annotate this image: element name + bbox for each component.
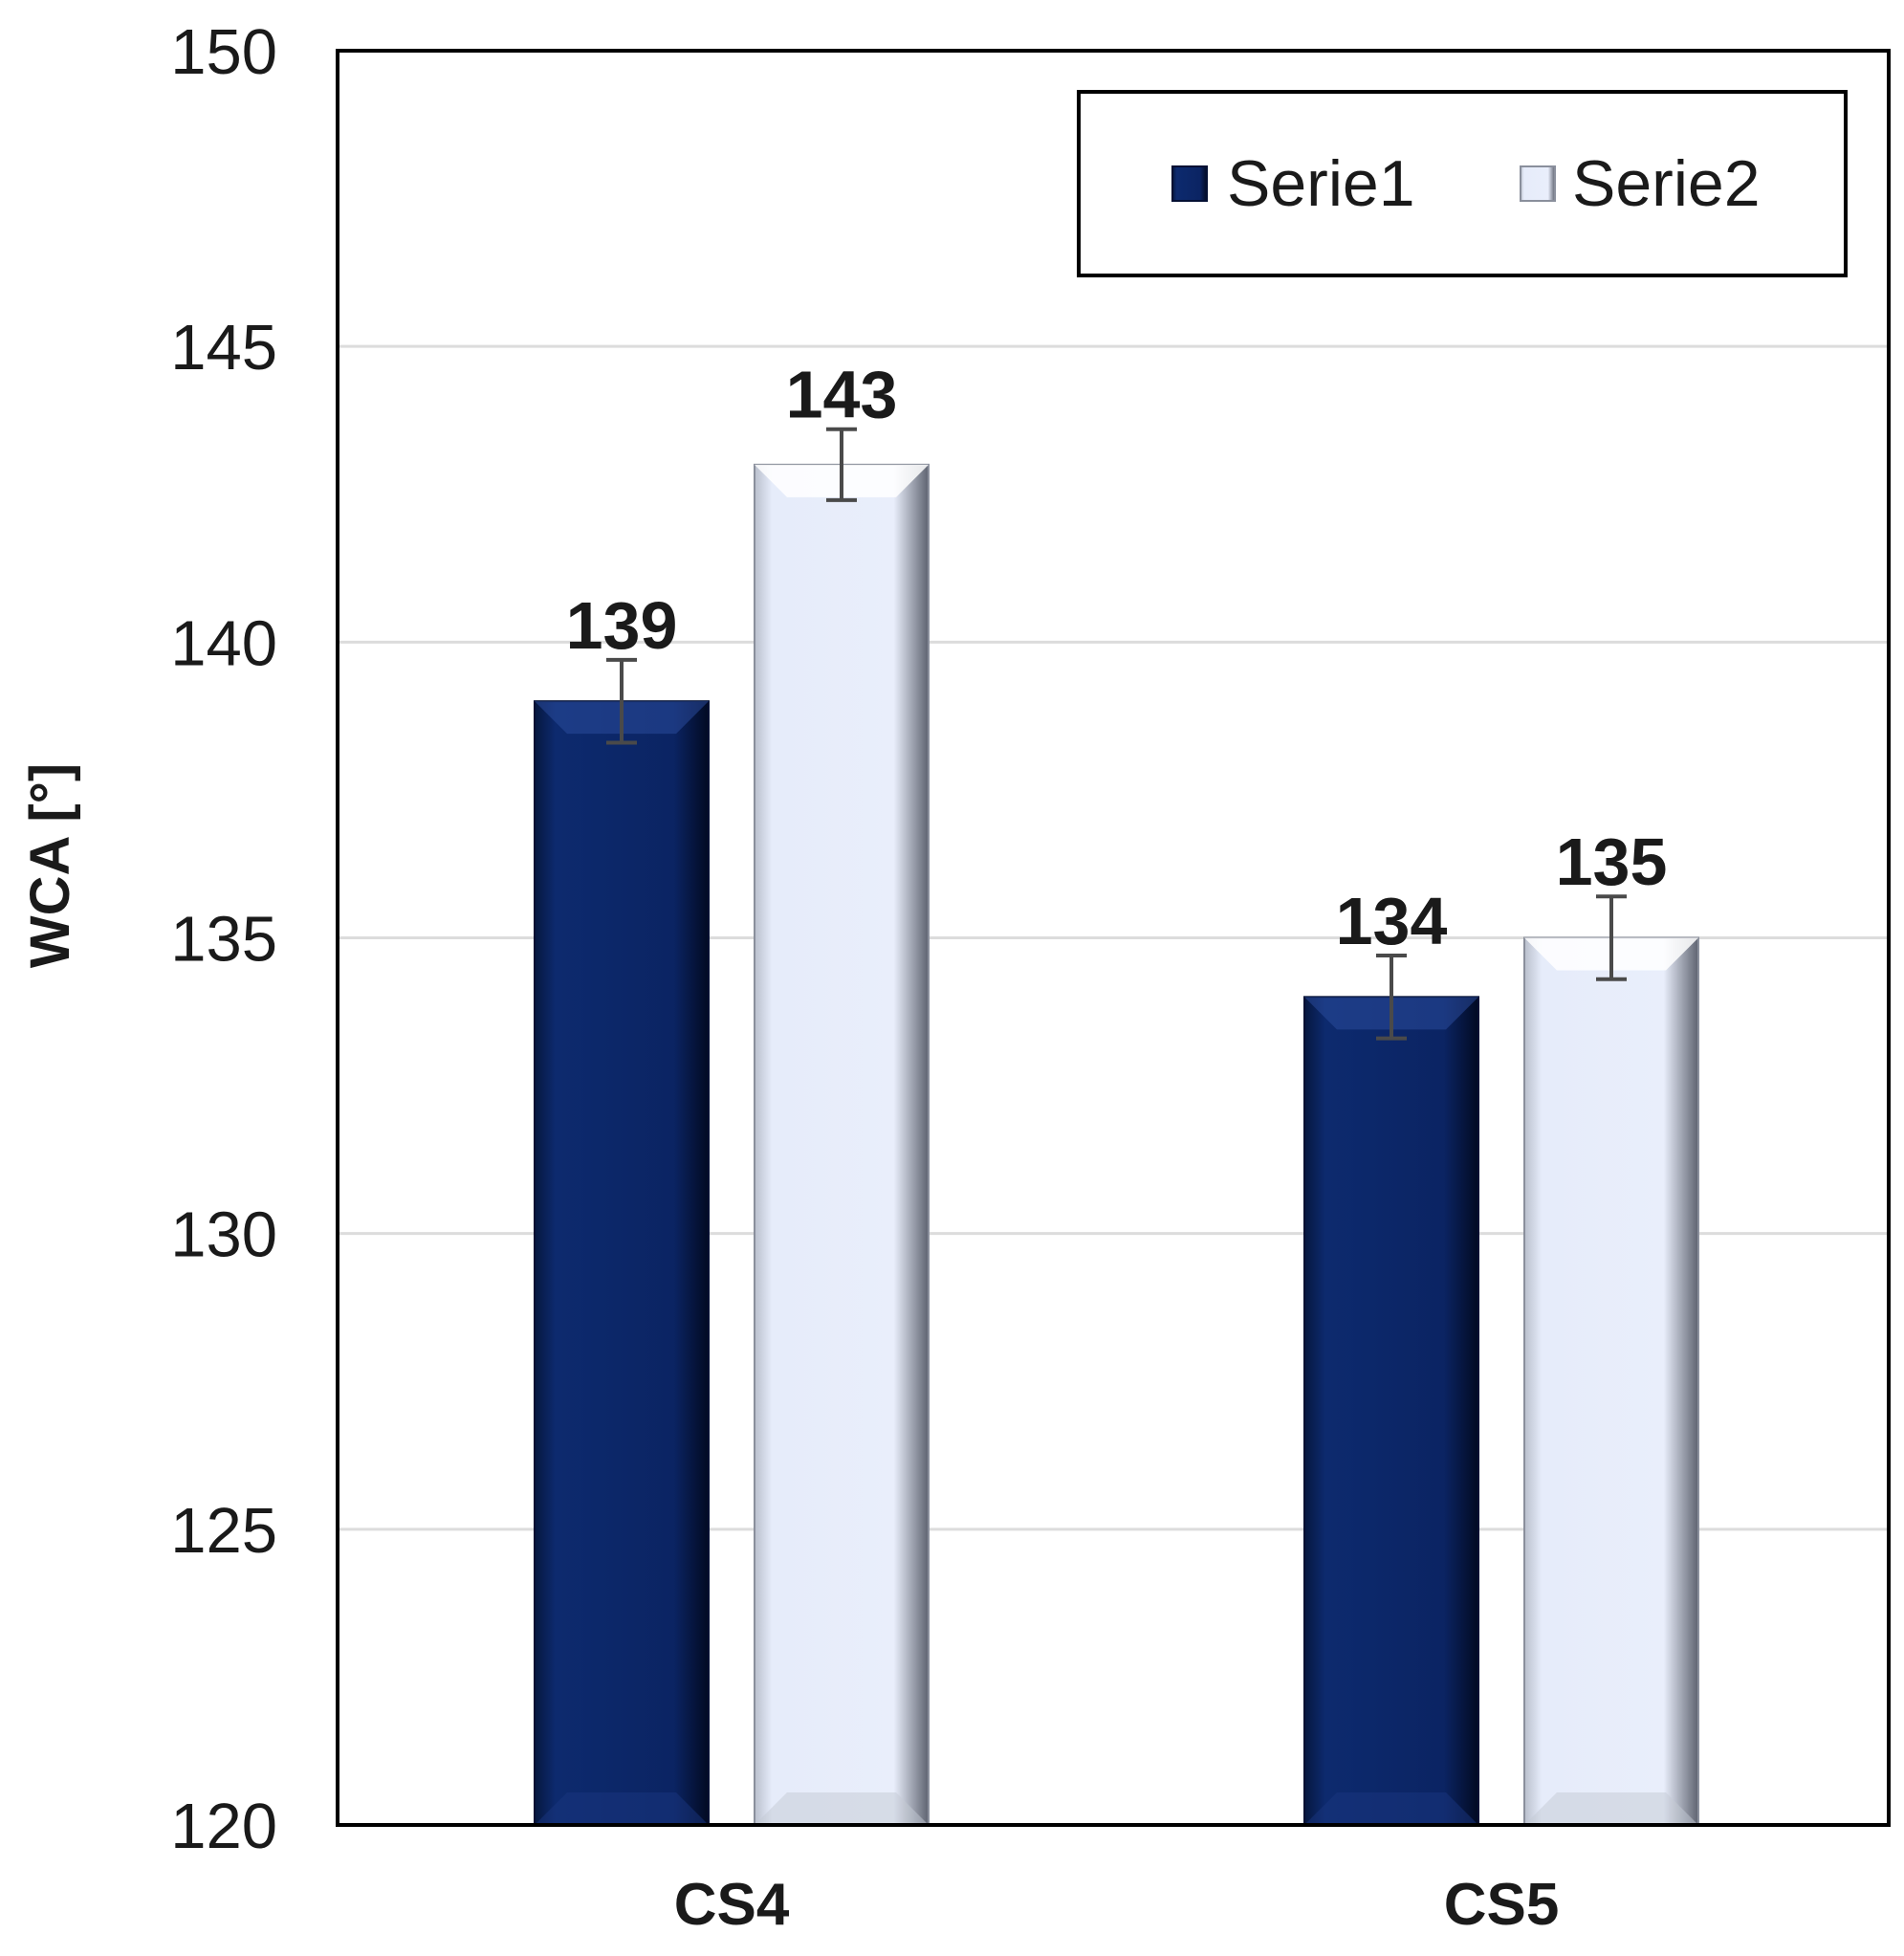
bar-bevel-bottom bbox=[755, 1792, 929, 1825]
data-label: 134 bbox=[1336, 884, 1448, 958]
legend-swatch bbox=[1520, 165, 1556, 202]
data-labels-layer: 139 134 143 135 bbox=[566, 358, 1668, 958]
y-axis-title: WCA [°] bbox=[19, 763, 81, 968]
legend: Serie1 Serie2 bbox=[1077, 90, 1848, 277]
bar-bevel-bottom bbox=[1524, 1792, 1698, 1825]
bars-layer bbox=[534, 463, 1699, 1827]
legend-label: Serie2 bbox=[1572, 147, 1761, 220]
y-tick-label: 150 bbox=[170, 16, 277, 88]
plot-frame bbox=[336, 49, 1891, 1827]
data-label: 135 bbox=[1556, 824, 1668, 899]
y-tick-label: 140 bbox=[170, 607, 277, 679]
bar-bevel-bottom bbox=[535, 1792, 709, 1825]
x-category-label: CS4 bbox=[674, 1872, 790, 1938]
legend-swatch bbox=[1171, 165, 1208, 202]
bar bbox=[534, 700, 710, 1827]
legend-label: Serie1 bbox=[1227, 147, 1415, 220]
bar-bevel-bottom bbox=[1304, 1792, 1478, 1825]
data-label: 139 bbox=[566, 588, 678, 663]
y-tick-label: 120 bbox=[170, 1791, 277, 1862]
bar bbox=[1523, 936, 1699, 1826]
bar bbox=[754, 463, 930, 1826]
y-tick-label: 145 bbox=[170, 312, 277, 384]
y-tick-label: 135 bbox=[170, 904, 277, 976]
x-category-label: CS5 bbox=[1444, 1872, 1560, 1938]
y-axis-ticks: 120 125 130 135 140 145 150 bbox=[170, 16, 277, 1862]
y-tick-label: 130 bbox=[170, 1199, 277, 1271]
error-bars-layer bbox=[606, 427, 1627, 1041]
data-label: 143 bbox=[786, 358, 898, 432]
y-tick-label: 125 bbox=[170, 1495, 277, 1567]
x-axis-categories: CS4 CS5 bbox=[674, 1872, 1560, 1938]
bar bbox=[1303, 996, 1479, 1827]
